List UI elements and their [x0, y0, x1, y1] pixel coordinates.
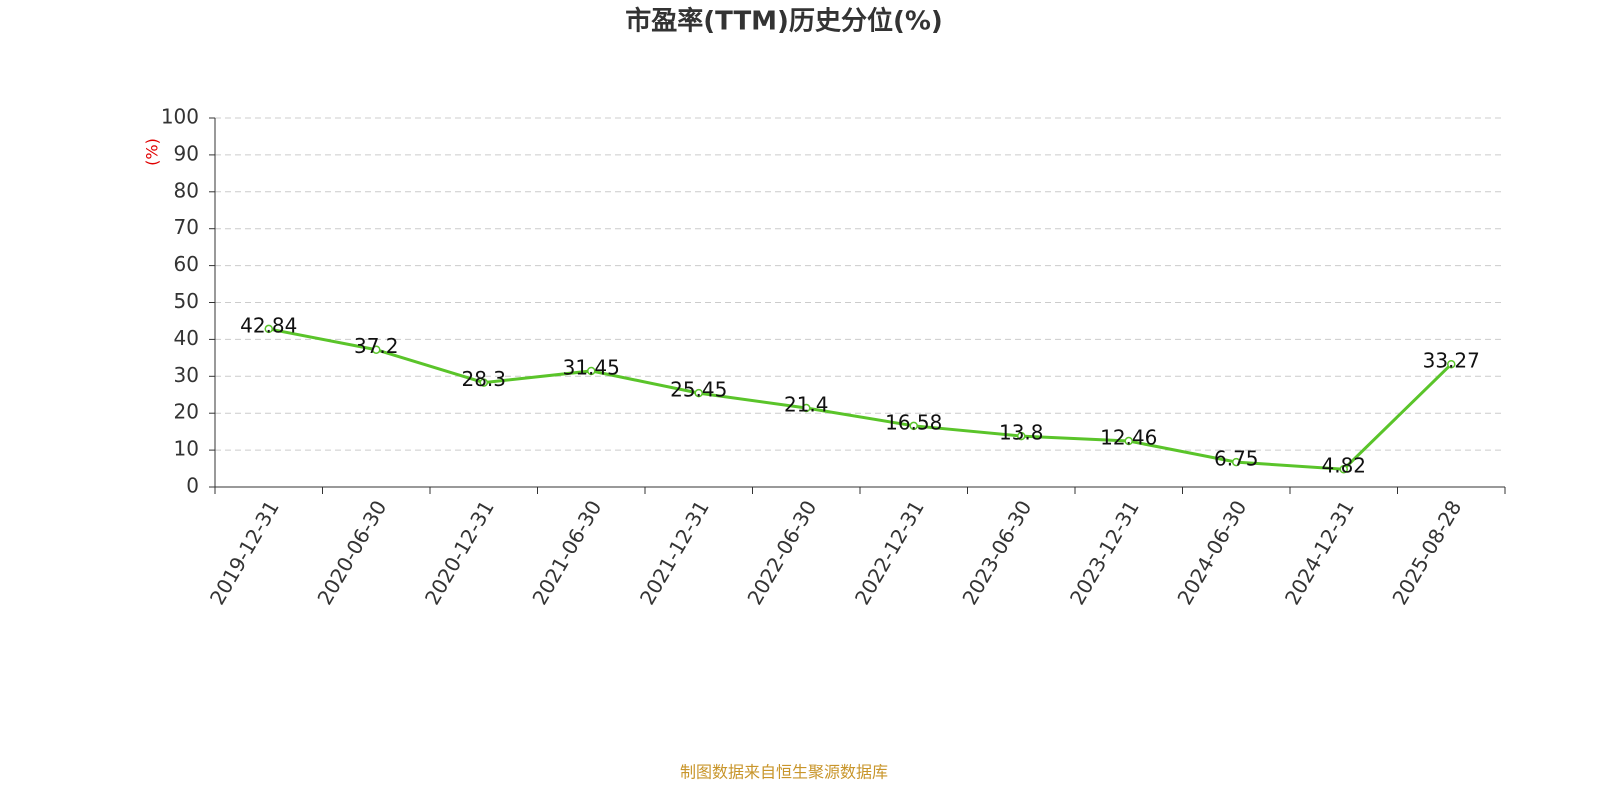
x-tick-label: 2024-12-31 [1280, 496, 1359, 609]
data-label: 16.58 [885, 410, 942, 434]
data-label: 31.45 [563, 355, 620, 379]
y-tick-label: 10 [174, 437, 199, 461]
y-tick-label: 60 [174, 252, 199, 276]
data-label: 21.4 [784, 393, 829, 417]
x-tick-label: 2020-12-31 [420, 496, 499, 609]
x-tick-label: 2021-06-30 [527, 496, 606, 609]
x-tick-label: 2024-06-30 [1172, 496, 1251, 609]
point [264, 324, 273, 334]
point [1339, 464, 1348, 474]
y-tick-label: 70 [174, 215, 199, 239]
point [587, 366, 596, 376]
y-tick-label: 80 [174, 178, 199, 202]
data-label: 13.8 [999, 421, 1044, 445]
data-label: 28.3 [461, 367, 506, 391]
x-tick-label: 2021-12-31 [635, 496, 714, 609]
data-label: 33.27 [1423, 349, 1480, 373]
point [694, 388, 703, 398]
point [802, 403, 811, 413]
point [372, 345, 381, 354]
data-label: 6.75 [1214, 447, 1259, 471]
point [1124, 436, 1133, 446]
y-axis-label: (%) [143, 138, 162, 166]
data-label: 37.2 [354, 334, 399, 358]
point [1447, 359, 1456, 369]
x-tick-label: 2022-06-30 [742, 496, 821, 609]
x-tick-label: 2025-08-28 [1387, 496, 1466, 609]
data-label: 25.45 [670, 378, 727, 402]
x-tick-label: 2023-12-31 [1065, 496, 1144, 609]
y-tick-label: 90 [174, 141, 199, 165]
point [909, 421, 918, 431]
point [1017, 431, 1026, 441]
line [268, 327, 1453, 471]
x-tick-label: 2020-06-30 [312, 496, 391, 609]
y-tick-label: 40 [174, 326, 199, 350]
y-tick-label: 0 [186, 474, 199, 498]
x-tick-label: 2022-12-31 [850, 496, 929, 609]
point [1232, 457, 1241, 467]
x-tick-label: 2019-12-31 [205, 496, 284, 609]
y-tick-label: 50 [174, 289, 199, 313]
x-tick-label: 2023-06-30 [957, 496, 1036, 609]
point [479, 378, 488, 387]
data-label: 42.84 [240, 313, 297, 337]
y-tick-label: 20 [174, 400, 199, 424]
data-label: 4.82 [1321, 454, 1366, 478]
y-tick-label: 30 [174, 363, 199, 387]
y-tick-label: 100 [161, 105, 199, 129]
source-note: 制图数据来自恒生聚源数据库 [680, 763, 888, 782]
chart-title: 市盈率(TTM)历史分位(%) [625, 6, 943, 37]
data-label: 12.46 [1100, 426, 1157, 450]
